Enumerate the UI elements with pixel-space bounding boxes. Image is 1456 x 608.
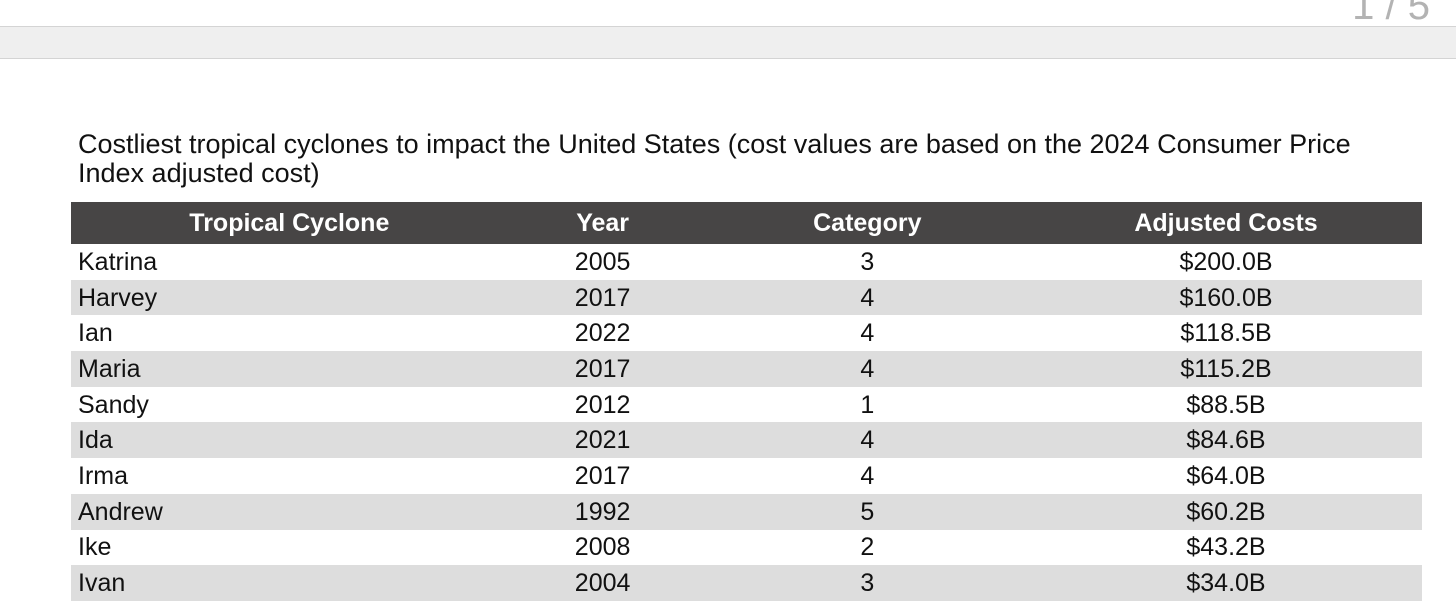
cell-category: 1 bbox=[860, 390, 875, 419]
cell-cost: $64.0B bbox=[1186, 461, 1266, 490]
cell-cost: $115.2B bbox=[1180, 354, 1272, 383]
header-year: Year bbox=[576, 208, 630, 237]
cell-category: 3 bbox=[860, 569, 875, 598]
table-row: Andrew 1992 5 $60.2B bbox=[71, 493, 1422, 530]
table-row: Irma 2017 4 $64.0B bbox=[71, 458, 1422, 494]
table-row: Sandy 2012 1 $88.5B bbox=[71, 387, 1422, 423]
cell-cyclone: Irma bbox=[78, 461, 128, 490]
cell-cost: $118.5B bbox=[1180, 319, 1272, 348]
cell-cyclone: Ida bbox=[78, 426, 113, 455]
cell-cost: $160.0B bbox=[1179, 283, 1273, 312]
page-indicator: 1 / 5 bbox=[1352, 0, 1430, 28]
table-row: Maria 2017 4 $115.2B bbox=[71, 351, 1422, 387]
cell-year: 2017 bbox=[574, 283, 631, 312]
header-category: Category bbox=[813, 208, 922, 237]
cell-year: 2022 bbox=[574, 319, 631, 348]
cell-cyclone: Katrina bbox=[78, 247, 158, 276]
cell-cyclone: Ike bbox=[78, 533, 112, 562]
cell-year: 2005 bbox=[574, 247, 631, 276]
cyclone-cost-table: Tropical Cyclone Year Category Adjusted … bbox=[71, 202, 1422, 601]
cell-cost: $88.5B bbox=[1186, 390, 1266, 419]
cell-cyclone: Ian bbox=[78, 319, 113, 348]
cell-category: 2 bbox=[860, 533, 875, 562]
table-row: Harvey 2017 4 $160.0B bbox=[71, 279, 1422, 316]
cell-cyclone: Ivan bbox=[78, 569, 126, 598]
cell-cyclone: Maria bbox=[78, 354, 141, 383]
table-header-row: Tropical Cyclone Year Category Adjusted … bbox=[71, 202, 1422, 244]
cell-cost: $200.0B bbox=[1179, 247, 1273, 276]
table-row: Ike 2008 2 $43.2B bbox=[71, 530, 1422, 566]
cell-category: 4 bbox=[860, 283, 875, 312]
viewer-toolbar bbox=[0, 27, 1456, 59]
cell-cyclone: Harvey bbox=[78, 283, 158, 312]
cell-category: 4 bbox=[860, 426, 875, 455]
table-row: Ida 2021 4 $84.6B bbox=[71, 422, 1422, 459]
header-tropical-cyclone: Tropical Cyclone bbox=[189, 208, 390, 237]
cell-cyclone: Sandy bbox=[78, 390, 149, 419]
cell-cost: $34.0B bbox=[1186, 569, 1266, 598]
cell-category: 4 bbox=[860, 354, 875, 383]
header-adjusted-costs: Adjusted Costs bbox=[1134, 208, 1318, 237]
table-row: Katrina 2005 3 $200.0B bbox=[71, 244, 1422, 280]
cell-cyclone: Andrew bbox=[78, 497, 163, 526]
cell-year: 2017 bbox=[574, 461, 631, 490]
cell-cost: $60.2B bbox=[1186, 497, 1266, 526]
cell-category: 4 bbox=[860, 461, 875, 490]
cell-year: 2017 bbox=[574, 354, 631, 383]
cell-category: 3 bbox=[860, 247, 875, 276]
table-row: Ivan 2004 3 $34.0B bbox=[71, 565, 1422, 601]
table-row: Ian 2022 4 $118.5B bbox=[71, 315, 1422, 351]
viewer-top-bar: 1 / 5 bbox=[0, 0, 1456, 27]
cell-year: 2008 bbox=[574, 533, 631, 562]
cell-year: 2004 bbox=[574, 569, 631, 598]
cell-year: 2021 bbox=[574, 426, 631, 455]
cell-category: 5 bbox=[860, 497, 875, 526]
cell-cost: $84.6B bbox=[1186, 426, 1266, 455]
cell-category: 4 bbox=[860, 319, 875, 348]
cell-cost: $43.2B bbox=[1186, 533, 1266, 562]
cell-year: 2012 bbox=[574, 390, 631, 419]
table-caption: Costliest tropical cyclones to impact th… bbox=[78, 129, 1351, 188]
cell-year: 1992 bbox=[574, 497, 631, 526]
